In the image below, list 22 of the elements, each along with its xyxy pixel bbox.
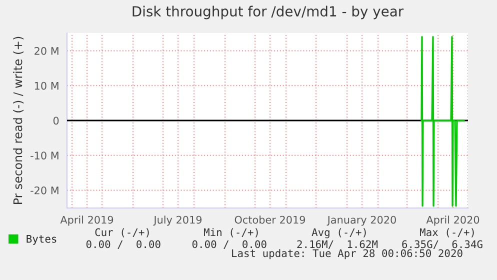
text: Last update: Tue Apr 28 00:06:50 2020 [232,249,462,260]
x-tick-label: October 2019 [234,216,306,224]
y-tick-label: 0 [53,116,59,125]
text: Cur (-/+) [95,228,149,238]
legend-label: Bytes [26,235,56,245]
text: Avg (-/+) [312,228,366,238]
text: 2.16M/ 1.62M [297,240,378,249]
y-tick-label: -20 M [30,186,58,194]
text: 6.35G/ 6.34G [402,240,482,249]
x-tick-label: July 2019 [153,216,202,226]
text: 0.00 / 0.00 [192,240,266,249]
y-tick-label: 10 M [34,82,58,90]
y-axis-title: Pr second read (-) / write (+) [13,36,24,204]
x-tick-label: April 2019 [60,216,114,226]
text: Max (-/+) [420,228,474,238]
text: 0.00 / 0.00 [86,240,160,249]
y-tick-label: -10 M [30,152,58,160]
y-tick-label: 20 M [34,47,58,55]
x-tick-label: April 2020 [426,216,480,226]
x-tick-label: January 2020 [326,216,396,226]
chart-title: Disk throughput for /dev/md1 - by year [132,6,404,20]
text: Min (-/+) [204,228,258,238]
